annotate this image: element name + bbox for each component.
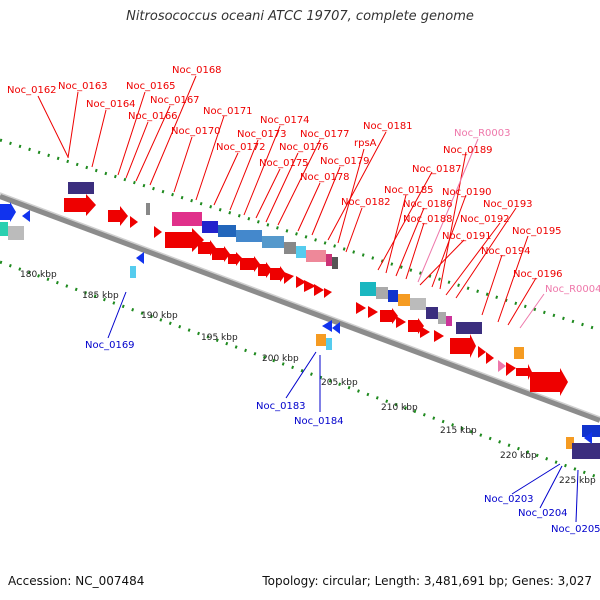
feature-block	[388, 290, 398, 302]
gene-label[interactable]: Noc_0190	[442, 187, 492, 198]
gene-label[interactable]: rpsA	[354, 138, 377, 149]
feature-block	[438, 312, 446, 324]
gene-label[interactable]: Noc_0188	[403, 214, 453, 225]
gene-label[interactable]: Noc_0195	[512, 226, 562, 237]
gene-label[interactable]: Noc_0204	[518, 508, 568, 519]
feature-block	[410, 298, 426, 310]
feature-block	[446, 316, 452, 326]
gene-label[interactable]: Noc_0205	[551, 524, 600, 535]
feature-block	[332, 257, 338, 269]
gene-label[interactable]: Noc_0173	[237, 129, 287, 140]
kbp-label: 190 kbp	[141, 311, 178, 321]
feature-row-1	[68, 182, 338, 269]
gene-label[interactable]: Noc_0165	[126, 81, 176, 92]
gene-label[interactable]: Noc_R0003	[454, 128, 511, 139]
feature-block	[582, 425, 600, 437]
feature-block	[572, 443, 600, 459]
gene-label[interactable]: Noc_0185	[384, 185, 434, 196]
feature-block	[202, 221, 218, 233]
leader-lines	[37, 75, 537, 326]
feature-block	[376, 287, 388, 299]
gene-label[interactable]: Noc_0167	[150, 95, 200, 106]
feature-block	[236, 230, 262, 242]
kbp-label: 210 kbp	[381, 403, 418, 413]
gene-label[interactable]: Noc_0189	[443, 145, 493, 156]
feature-block	[360, 282, 376, 296]
kbp-label: 185 kbp	[82, 291, 119, 301]
feature-block	[398, 294, 410, 306]
kbp-label: 195 kbp	[201, 333, 238, 343]
gene-label[interactable]: Noc_0175	[259, 158, 309, 169]
gene-label[interactable]: Noc_0203	[484, 494, 534, 505]
kbp-label: 225 kbp	[559, 476, 596, 486]
feature-block	[514, 347, 524, 359]
gene-label[interactable]: Noc_0194	[481, 246, 531, 257]
map-title: Nitrosococcus oceani ATCC 19707, complet…	[126, 9, 474, 24]
kbp-labels: 180 kbp 185 kbp 190 kbp 195 kbp 200 kbp …	[20, 270, 596, 486]
gene-label[interactable]: Noc_0187	[412, 164, 462, 175]
gene-label[interactable]: Noc_0176	[279, 142, 329, 153]
reverse-strand-arrows	[130, 252, 592, 444]
kbp-label: 205 kbp	[321, 378, 358, 388]
gene-label[interactable]: Noc_0174	[260, 115, 310, 126]
kbp-label: 180 kbp	[20, 270, 57, 280]
feature-block	[296, 246, 306, 258]
feature-block	[218, 225, 236, 237]
gene-label[interactable]: Noc_0166	[128, 111, 178, 122]
feature-block	[262, 236, 284, 248]
gene-label[interactable]: Noc_0182	[341, 197, 391, 208]
feature-block	[426, 307, 438, 319]
gene-label[interactable]: Noc_0170	[171, 126, 221, 137]
feature-block	[172, 212, 202, 226]
gene-label[interactable]: Noc_0179	[320, 156, 370, 167]
kbp-label: 215 kbp	[440, 426, 477, 436]
gene-label[interactable]: Noc_0168	[172, 65, 222, 76]
gene-label[interactable]: Noc_0163	[58, 81, 108, 92]
leader-lines-blue	[107, 291, 579, 523]
feature-block	[146, 203, 150, 215]
feature-block	[326, 254, 332, 266]
accession-text: Accession: NC_007484	[8, 574, 145, 588]
gene-label[interactable]: Noc_0164	[86, 99, 136, 110]
genome-backbone	[0, 193, 600, 423]
feature-block	[284, 242, 296, 254]
feature-block	[68, 182, 94, 194]
gene-label[interactable]: Noc_0181	[363, 121, 413, 132]
gene-label[interactable]: Noc_0177	[300, 129, 350, 140]
inner-tick-track	[0, 260, 600, 480]
feature-block	[566, 437, 574, 449]
gene-label[interactable]: Noc_0186	[403, 199, 453, 210]
gene-label[interactable]: Noc_0172	[216, 142, 266, 153]
gene-label[interactable]: Noc_0193	[483, 199, 533, 210]
feature-block	[306, 250, 326, 262]
kbp-label: 220 kbp	[500, 451, 537, 461]
gene-label[interactable]: Noc_0183	[256, 401, 306, 412]
gene-label[interactable]: Noc_0191	[442, 231, 492, 242]
gene-label[interactable]: Noc_0169	[85, 340, 135, 351]
gene-label[interactable]: Noc_0184	[294, 416, 344, 427]
top-gene-labels: Noc_0162 Noc_0163 Noc_0164 Noc_0165 Noc_…	[7, 65, 600, 295]
gene-label[interactable]: Noc_0178	[300, 172, 350, 183]
genome-summary-text: Topology: circular; Length: 3,481,691 bp…	[262, 574, 592, 588]
gene-label[interactable]: Noc_0192	[460, 214, 510, 225]
feature-row-2	[360, 282, 600, 459]
gene-label[interactable]: Noc_R0004	[545, 284, 600, 295]
gene-label[interactable]: Noc_0162	[7, 85, 57, 96]
gene-label[interactable]: Noc_0196	[513, 269, 563, 280]
bottom-gene-labels: Noc_0169 Noc_0183 Noc_0184 Noc_0203 Noc_…	[85, 340, 600, 535]
kbp-label: 200 kbp	[262, 354, 299, 364]
feature-block	[456, 322, 482, 334]
gene-label[interactable]: Noc_0171	[203, 106, 253, 117]
leader-lines-pink	[417, 138, 545, 329]
left-edge-features	[0, 202, 30, 240]
forward-strand-arrows	[64, 194, 568, 396]
